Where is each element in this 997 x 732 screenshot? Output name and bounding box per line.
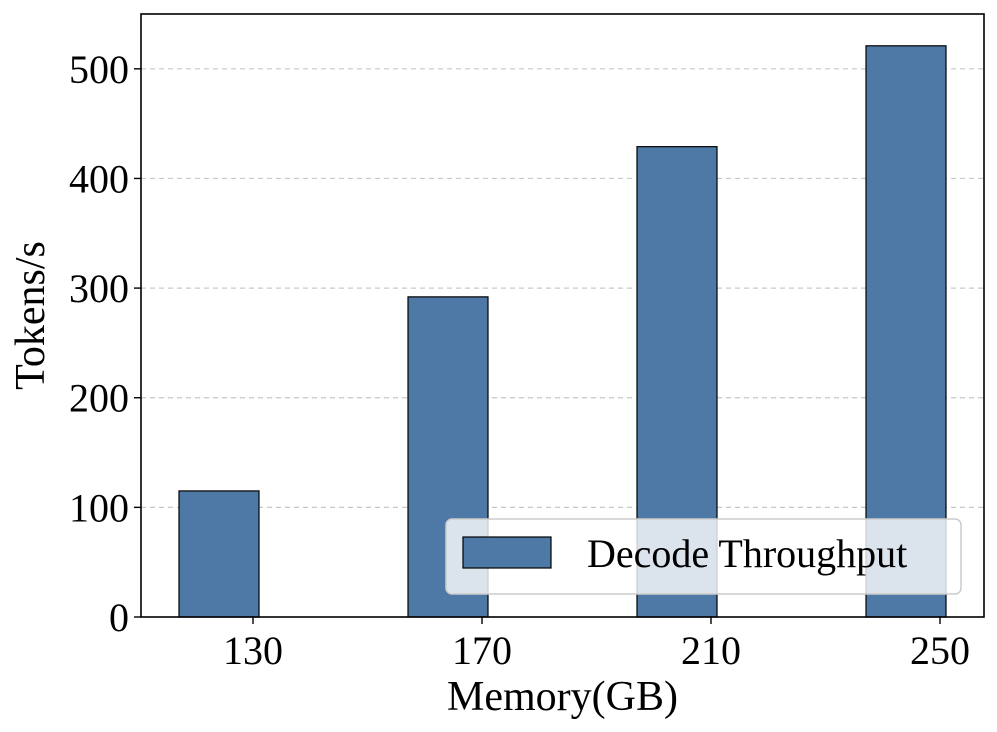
x-tick-label: 130 — [223, 628, 283, 673]
legend-swatch — [462, 536, 552, 569]
y-axis-label: Tokens/s — [8, 241, 54, 390]
y-tick-label: 400 — [69, 156, 129, 201]
y-tick-label: 100 — [69, 485, 129, 530]
bar — [178, 490, 260, 618]
x-axis-label: Memory(GB) — [447, 674, 678, 720]
y-tick-label: 0 — [109, 595, 129, 640]
y-tick-label: 500 — [69, 47, 129, 92]
y-tick-label: 300 — [69, 266, 129, 311]
y-gridlines — [141, 68, 984, 508]
x-tick-label: 170 — [452, 628, 512, 673]
x-axis-ticks: 130 170 210 250 — [223, 617, 970, 673]
plot-frame — [140, 13, 985, 618]
legend-label: Decode Throughput — [587, 531, 907, 576]
x-tick-label: 250 — [910, 628, 970, 673]
x-tick-label: 210 — [681, 628, 741, 673]
y-tick-label: 200 — [69, 376, 129, 421]
legend: Decode Throughput — [445, 518, 962, 595]
legend-box — [445, 518, 962, 595]
y-axis-ticks: 0 100 200 300 400 500 — [69, 47, 141, 640]
